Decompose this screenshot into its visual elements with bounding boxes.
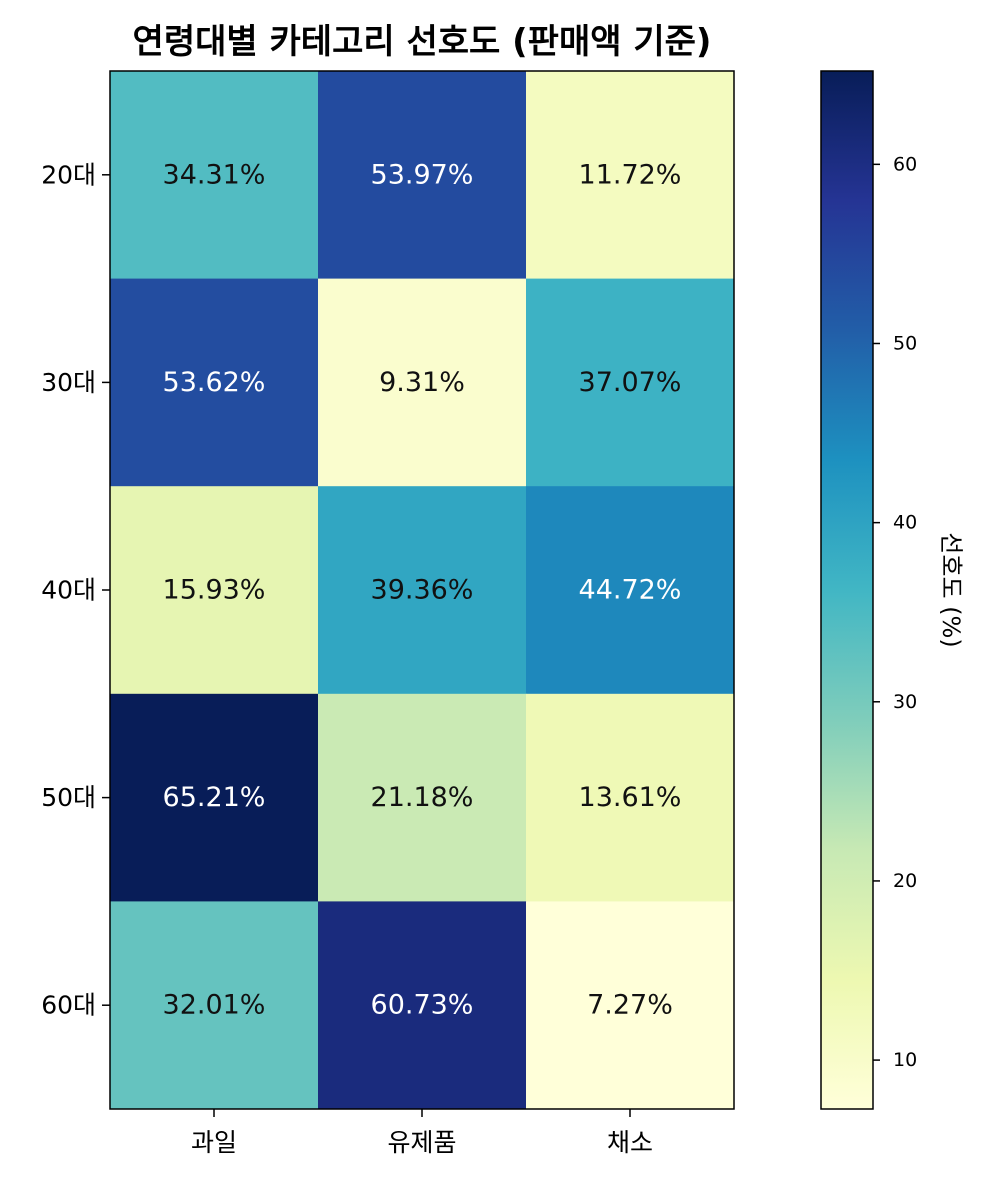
heatmap-cell xyxy=(526,71,735,280)
cell-value-label: 65.21% xyxy=(163,782,266,813)
heatmap-cell-labels: 34.31% 53.97% 11.72% 53.62% 9.31% 37.07% 15.93… xyxy=(163,159,682,1020)
x-tick-label: 채소 xyxy=(607,1128,653,1157)
heatmap-cell xyxy=(318,71,527,280)
cell-value-label: 32.01% xyxy=(163,990,266,1021)
heatmap-cell xyxy=(110,486,319,695)
colorbar-tick-label: 30 xyxy=(893,691,917,713)
cell-value-label: 34.31% xyxy=(163,159,266,190)
heatmap-cell xyxy=(318,901,527,1110)
colorbar-tick-label: 10 xyxy=(893,1049,917,1071)
colorbar-tick-label: 20 xyxy=(893,870,917,892)
colorbar: 10 20 30 40 50 60 선호도 (%) xyxy=(820,70,965,1110)
y-tick-label: 60대 xyxy=(41,991,96,1020)
heatmap-cell xyxy=(110,278,319,487)
heatmap-cell xyxy=(526,486,735,695)
heatmap-cells xyxy=(110,71,735,1110)
colorbar-ticks: 10 20 30 40 50 60 xyxy=(873,153,917,1071)
cell-value-label: 13.61% xyxy=(579,782,682,813)
cell-value-label: 9.31% xyxy=(379,367,465,398)
cell-value-label: 11.72% xyxy=(579,159,682,190)
y-tick-label: 40대 xyxy=(41,576,96,605)
heatmap-cell xyxy=(110,901,319,1110)
y-tick-label: 20대 xyxy=(41,160,96,189)
x-tick-label: 과일 xyxy=(191,1128,237,1157)
heatmap-cell xyxy=(318,486,527,695)
colorbar-label: 선호도 (%) xyxy=(937,532,965,647)
cell-value-label: 37.07% xyxy=(579,367,682,398)
colorbar-tick-label: 40 xyxy=(893,512,917,534)
heatmap-cell xyxy=(526,901,735,1110)
x-axis: 과일 유제품 채소 xyxy=(191,1109,653,1157)
colorbar-gradient xyxy=(820,70,874,1110)
x-tick-label: 유제품 xyxy=(387,1128,456,1157)
heatmap-cell xyxy=(318,693,527,902)
cell-value-label: 44.72% xyxy=(579,575,682,606)
heatmap-cell xyxy=(110,71,319,280)
cell-value-label: 53.97% xyxy=(371,159,474,190)
cell-value-label: 53.62% xyxy=(163,367,266,398)
heatmap-cell xyxy=(526,278,735,487)
colorbar-tick-label: 50 xyxy=(893,332,917,354)
y-axis: 20대 30대 40대 50대 60대 xyxy=(41,160,110,1020)
heatmap-cell xyxy=(526,693,735,902)
cell-value-label: 60.73% xyxy=(371,990,474,1021)
y-tick-label: 50대 xyxy=(41,783,96,812)
cell-value-label: 7.27% xyxy=(587,990,673,1021)
cell-value-label: 21.18% xyxy=(371,782,474,813)
cell-value-label: 15.93% xyxy=(163,575,266,606)
y-tick-label: 30대 xyxy=(41,368,96,397)
heatmap-cell xyxy=(318,278,527,487)
heatmap-cell xyxy=(110,693,319,902)
cell-value-label: 39.36% xyxy=(371,575,474,606)
chart-title: 연령대별 카테고리 선호도 (판매액 기준) xyxy=(133,22,712,62)
colorbar-tick-label: 60 xyxy=(893,153,917,175)
